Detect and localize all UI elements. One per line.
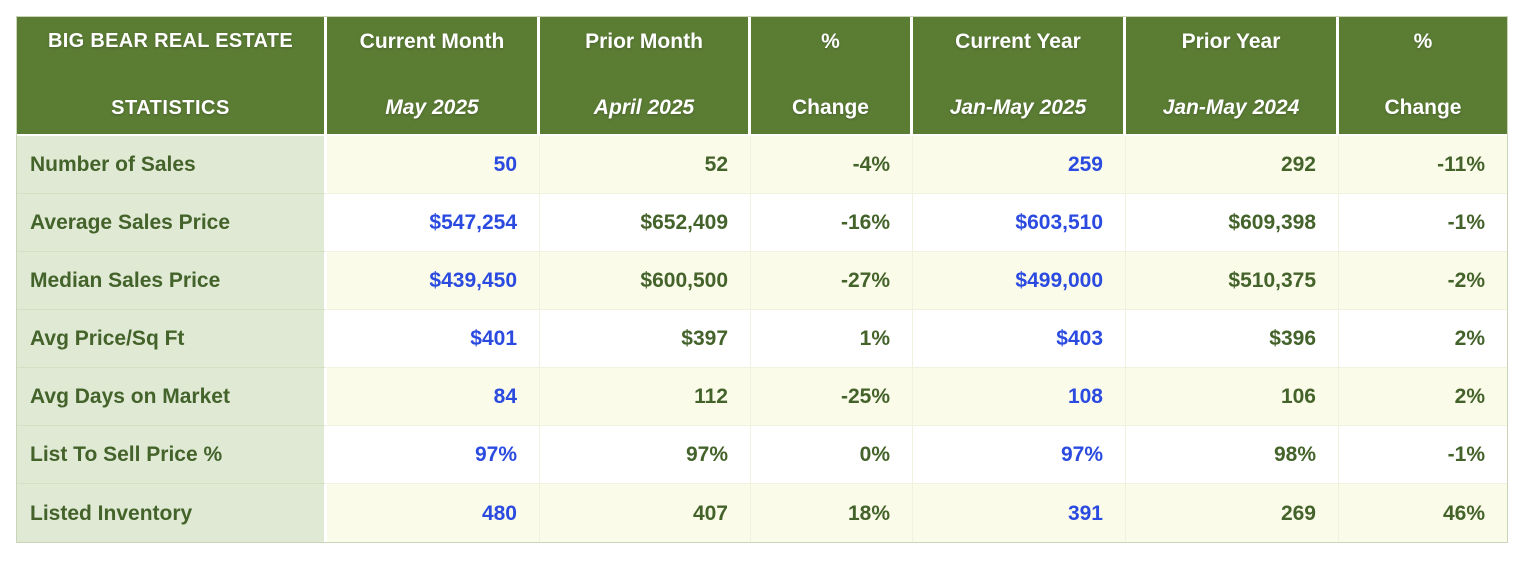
header-prior-month-period: April 2025: [593, 96, 695, 119]
row-label: Avg Days on Market: [17, 368, 327, 426]
header-prior-month: Prior Month April 2025: [540, 17, 751, 136]
cell-current-month: $439,450: [327, 252, 540, 310]
cell-year-pct-change: -1%: [1339, 426, 1507, 484]
header-prior-year: Prior Year Jan-May 2024: [1126, 17, 1339, 136]
row-label: Avg Price/Sq Ft: [17, 310, 327, 368]
cell-month-pct-change: -16%: [751, 194, 913, 252]
cell-month-pct-change: 1%: [751, 310, 913, 368]
cell-month-pct-change: 0%: [751, 426, 913, 484]
cell-current-year: $499,000: [913, 252, 1126, 310]
header-current-month-label: Current Month: [359, 30, 505, 53]
cell-current-month: 97%: [327, 426, 540, 484]
header-current-month: Current Month May 2025: [327, 17, 540, 136]
cell-current-year: 391: [913, 484, 1126, 542]
cell-current-year: 97%: [913, 426, 1126, 484]
table-row-number-of-sales: Number of Sales 50 52 -4% 259 292 -11%: [17, 136, 1507, 194]
header-month-pct-label: Change: [791, 96, 869, 119]
table-title-cell: BIG BEAR REAL ESTATE STATISTICS: [17, 17, 327, 136]
row-label: Listed Inventory: [17, 484, 327, 542]
table-body: Number of Sales 50 52 -4% 259 292 -11% A…: [17, 136, 1507, 542]
header-month-pct-symbol: %: [821, 30, 840, 53]
cell-prior-month: $652,409: [540, 194, 751, 252]
header-current-month-period: May 2025: [385, 96, 479, 119]
cell-prior-month: 407: [540, 484, 751, 542]
table-title-line2: STATISTICS: [111, 97, 230, 119]
cell-prior-year: 106: [1126, 368, 1339, 426]
table-title-line1: BIG BEAR REAL ESTATE: [48, 30, 293, 52]
row-label: Median Sales Price: [17, 252, 327, 310]
row-label: Average Sales Price: [17, 194, 327, 252]
header-year-pct-label: Change: [1384, 96, 1462, 119]
real-estate-statistics-table: BIG BEAR REAL ESTATE STATISTICS Current …: [17, 17, 1507, 542]
row-label: List To Sell Price %: [17, 426, 327, 484]
cell-current-year: 108: [913, 368, 1126, 426]
cell-prior-month: 112: [540, 368, 751, 426]
cell-prior-year: 269: [1126, 484, 1339, 542]
table-row-listed-inventory: Listed Inventory 480 407 18% 391 269 46%: [17, 484, 1507, 542]
cell-prior-year: 98%: [1126, 426, 1339, 484]
cell-current-month: 480: [327, 484, 540, 542]
cell-current-year: $403: [913, 310, 1126, 368]
cell-year-pct-change: -2%: [1339, 252, 1507, 310]
cell-current-month: $401: [327, 310, 540, 368]
header-current-year: Current Year Jan-May 2025: [913, 17, 1126, 136]
header-row: BIG BEAR REAL ESTATE STATISTICS Current …: [17, 17, 1507, 136]
header-current-year-label: Current Year: [955, 30, 1081, 53]
table-row-list-to-sell-price: List To Sell Price % 97% 97% 0% 97% 98% …: [17, 426, 1507, 484]
cell-current-year: 259: [913, 136, 1126, 194]
cell-prior-month: 97%: [540, 426, 751, 484]
cell-prior-year: $510,375: [1126, 252, 1339, 310]
header-prior-year-label: Prior Year: [1181, 30, 1281, 53]
row-label: Number of Sales: [17, 136, 327, 194]
cell-prior-year: 292: [1126, 136, 1339, 194]
cell-current-month: 84: [327, 368, 540, 426]
statistics-table-frame: BIG BEAR REAL ESTATE STATISTICS Current …: [16, 16, 1508, 543]
cell-year-pct-change: 2%: [1339, 368, 1507, 426]
header-month-pct-change: % Change: [751, 17, 913, 136]
cell-prior-year: $396: [1126, 310, 1339, 368]
cell-prior-month: $600,500: [540, 252, 751, 310]
cell-prior-year: $609,398: [1126, 194, 1339, 252]
cell-year-pct-change: 46%: [1339, 484, 1507, 542]
cell-month-pct-change: -4%: [751, 136, 913, 194]
cell-month-pct-change: -27%: [751, 252, 913, 310]
header-prior-month-label: Prior Month: [585, 30, 703, 53]
table-row-median-sales-price: Median Sales Price $439,450 $600,500 -27…: [17, 252, 1507, 310]
cell-month-pct-change: -25%: [751, 368, 913, 426]
header-year-pct-symbol: %: [1413, 30, 1433, 53]
header-prior-year-period: Jan-May 2024: [1162, 96, 1300, 119]
table-row-avg-price-sq-ft: Avg Price/Sq Ft $401 $397 1% $403 $396 2…: [17, 310, 1507, 368]
cell-year-pct-change: 2%: [1339, 310, 1507, 368]
cell-current-month: $547,254: [327, 194, 540, 252]
table-header: BIG BEAR REAL ESTATE STATISTICS Current …: [17, 17, 1507, 136]
header-current-year-period: Jan-May 2025: [949, 96, 1087, 119]
cell-current-year: $603,510: [913, 194, 1126, 252]
cell-month-pct-change: 18%: [751, 484, 913, 542]
table-row-avg-days-on-market: Avg Days on Market 84 112 -25% 108 106 2…: [17, 368, 1507, 426]
cell-current-month: 50: [327, 136, 540, 194]
cell-year-pct-change: -11%: [1339, 136, 1507, 194]
table-row-average-sales-price: Average Sales Price $547,254 $652,409 -1…: [17, 194, 1507, 252]
cell-prior-month: 52: [540, 136, 751, 194]
cell-year-pct-change: -1%: [1339, 194, 1507, 252]
cell-prior-month: $397: [540, 310, 751, 368]
header-year-pct-change: % Change: [1339, 17, 1507, 136]
